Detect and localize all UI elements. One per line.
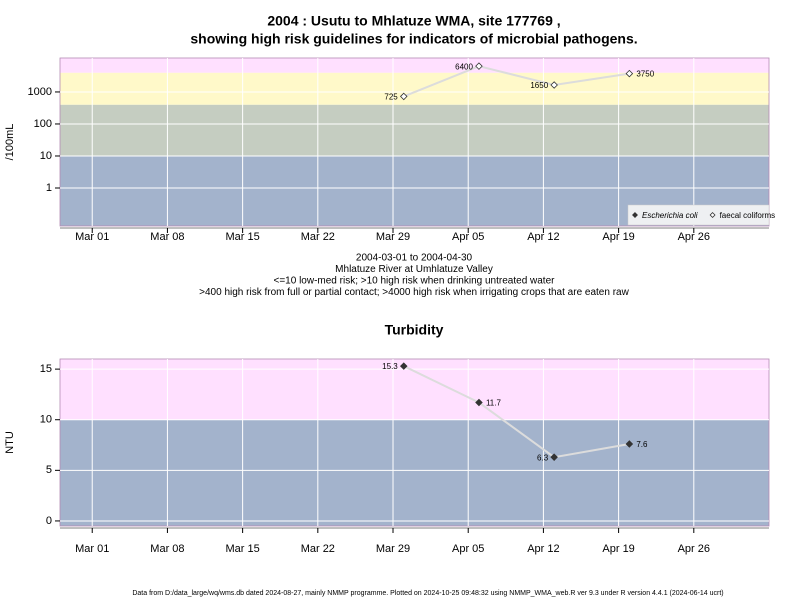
chart-title: Turbidity (385, 322, 444, 338)
x-tick-label: Mar 15 (225, 543, 259, 555)
y-tick-label: 10 (40, 150, 52, 162)
note: <=10 low-med risk; >10 high risk when dr… (274, 276, 556, 287)
x-tick-label: Apr 12 (527, 231, 559, 243)
y-axis-label: NTU (4, 431, 16, 454)
data-point (475, 398, 483, 407)
series-line (403, 365, 630, 459)
footer: Data from D:/data_large/wq/wms.db dated … (132, 590, 723, 597)
x-tick-label: Apr 26 (678, 231, 710, 243)
data-label: 15.3 (382, 362, 398, 371)
note: >400 high risk from full or partial cont… (199, 287, 629, 298)
x-tick-label: Mar 08 (150, 543, 184, 555)
x-tick-label: Apr 26 (678, 543, 710, 555)
x-tick-label: Apr 05 (452, 543, 484, 555)
y-tick-label: 0 (46, 515, 52, 527)
note: 2004-03-01 to 2004-04-30 (356, 253, 473, 264)
series-line (403, 65, 630, 98)
x-tick-label: Apr 12 (527, 543, 559, 555)
chart-title: showing high risk guidelines for indicat… (190, 31, 637, 47)
data-point (625, 69, 634, 78)
y-tick-label: 100 (34, 118, 52, 130)
data-label: 3750 (636, 70, 654, 79)
data-label: 7.6 (636, 440, 648, 449)
data-point (550, 81, 558, 89)
data-point (550, 453, 558, 461)
risk-band (60, 359, 769, 420)
x-tick-label: Mar 22 (301, 543, 335, 555)
data-point (475, 62, 483, 70)
data-point (399, 92, 408, 101)
y-tick-label: 5 (46, 464, 52, 476)
x-tick-label: Mar 15 (225, 231, 259, 243)
risk-band (60, 104, 769, 156)
x-tick-label: Mar 01 (75, 231, 109, 243)
plot-frame (59, 358, 770, 527)
chart-title: 2004 : Usutu to Mhlatuze WMA, site 17776… (267, 13, 560, 29)
x-tick-label: Mar 29 (376, 543, 410, 555)
y-tick-label: 10 (40, 414, 52, 426)
x-tick-label: Apr 05 (452, 231, 484, 243)
note: Mhlatuze River at Umhlatuze Valley (335, 264, 493, 275)
y-tick-label: 1000 (28, 86, 52, 98)
data-label: 11.7 (486, 399, 502, 408)
x-tick-label: Apr 19 (602, 231, 634, 243)
risk-band (60, 72, 769, 105)
x-tick-label: Apr 19 (602, 543, 634, 555)
legend-marker (709, 212, 716, 218)
y-tick-label: 1 (46, 182, 52, 194)
risk-band (60, 419, 769, 526)
plot-frame (59, 57, 770, 227)
data-label: 725 (384, 93, 398, 102)
legend-label: faecal coliforms (720, 211, 776, 220)
data-label: 1650 (530, 81, 548, 90)
legend-box (627, 204, 770, 226)
risk-band (60, 58, 769, 73)
legend-marker (632, 212, 638, 218)
y-axis-label: /100mL (4, 124, 16, 161)
data-label: 6.3 (537, 453, 549, 462)
legend-label: Escherichia coli (642, 211, 698, 220)
x-tick-label: Mar 29 (376, 231, 410, 243)
x-tick-label: Mar 08 (150, 231, 184, 243)
y-tick-label: 15 (40, 363, 52, 375)
x-tick-label: Mar 01 (75, 543, 109, 555)
x-tick-label: Mar 22 (301, 231, 335, 243)
data-point (399, 362, 408, 370)
data-point (625, 440, 634, 448)
data-label: 6400 (455, 62, 473, 71)
